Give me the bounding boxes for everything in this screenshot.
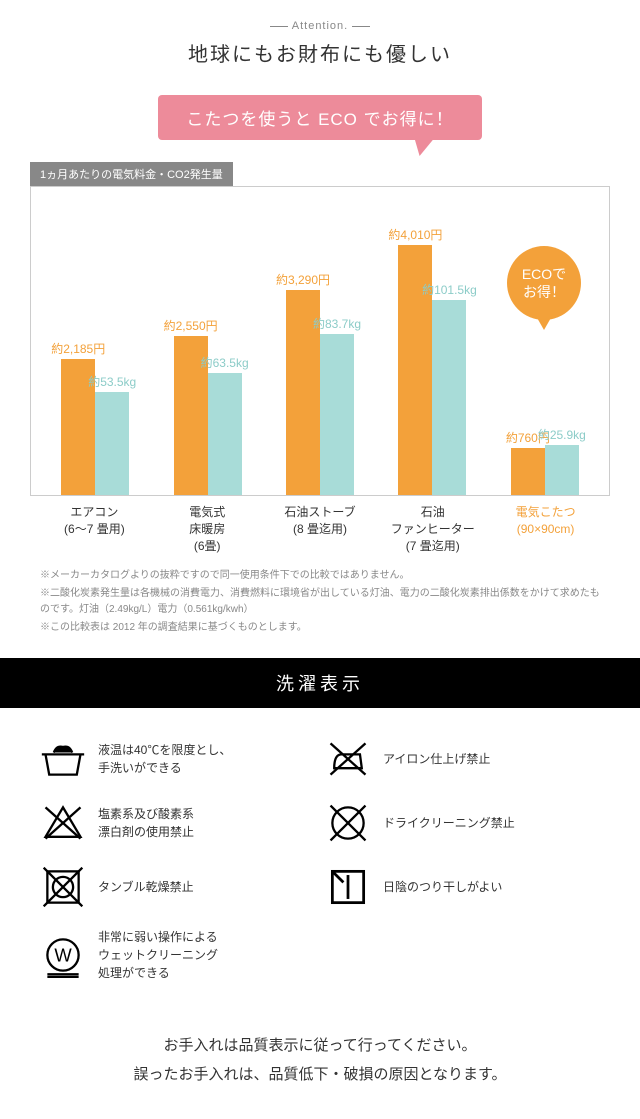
wash-item: タンブル乾燥禁止 — [40, 864, 315, 910]
category-label: 電気式床暖房(6畳) — [151, 504, 264, 554]
co2-label: 約101.5kg — [422, 281, 477, 298]
bar-group: 約760円 約25.9kg — [489, 445, 601, 495]
note-line: ※この比較表は 2012 年の調査結果に基づくものとします。 — [40, 620, 600, 636]
co2-label: 約63.5kg — [201, 354, 249, 371]
wash-text: 非常に弱い操作によるウェットクリーニング処理ができる — [98, 928, 218, 982]
wash-text: 塩素系及び酸素系漂白剤の使用禁止 — [98, 805, 194, 841]
co2-bar: 約63.5kg — [208, 373, 242, 495]
eco-badge-line1: ECOで — [522, 265, 566, 283]
wash-item: ドライクリーニング禁止 — [325, 800, 600, 846]
wetclean-icon: W — [40, 932, 86, 978]
chart-notes: ※メーカーカタログよりの抜粋ですので同一使用条件下での比較ではありません。 ※二酸… — [0, 554, 640, 658]
no-tumble-icon — [40, 864, 86, 910]
wash-item: 液温は40℃を限度とし、手洗いができる — [40, 736, 315, 782]
washing-header: 洗濯表示 — [0, 658, 640, 708]
category-label: 石油ストーブ(8 畳迄用) — [264, 504, 377, 554]
cost-co2-chart: ECOで お得！ 約2,185円 約53.5kg 約2,550円 約63.5kg… — [30, 186, 610, 496]
svg-text:W: W — [54, 945, 72, 966]
cost-label: 約3,290円 — [276, 271, 330, 288]
eco-badge-line2: お得！ — [523, 283, 565, 301]
co2-label: 約25.9kg — [538, 426, 586, 443]
category-label: 電気こたつ(90×90cm) — [489, 504, 602, 554]
no-dryclean-icon — [325, 800, 371, 846]
co2-bar: 約53.5kg — [95, 392, 129, 495]
attention-label: Attention. — [0, 20, 640, 32]
wash-text: 日陰のつり干しがよい — [383, 878, 502, 896]
wash-text: アイロン仕上げ禁止 — [383, 750, 490, 768]
note-line: ※メーカーカタログよりの抜粋ですので同一使用条件下での比較ではありません。 — [40, 568, 600, 584]
washing-grid: 液温は40℃を限度とし、手洗いができる アイロン仕上げ禁止 塩素系及び酸素系漂白… — [0, 708, 640, 1002]
eco-callout: こたつを使うと ECO でお得に！ — [158, 95, 481, 140]
wash-item: W 非常に弱い操作によるウェットクリーニング処理ができる — [40, 928, 315, 982]
wash-text: タンブル乾燥禁止 — [98, 878, 194, 896]
co2-label: 約53.5kg — [88, 373, 136, 390]
category-label: エアコン(6〜7 畳用) — [38, 504, 151, 554]
cost-label: 約2,550円 — [164, 317, 218, 334]
shade-dry-icon — [325, 864, 371, 910]
co2-bar: 約25.9kg — [545, 445, 579, 495]
tagline: 地球にもお財布にも優しい — [0, 38, 640, 67]
co2-bar: 約83.7kg — [320, 334, 354, 495]
wash-item: アイロン仕上げ禁止 — [325, 736, 600, 782]
no-bleach-icon — [40, 800, 86, 846]
bar-group: 約4,010円 約101.5kg — [376, 245, 488, 495]
wash-text: ドライクリーニング禁止 — [383, 814, 515, 832]
cost-label: 約4,010円 — [388, 226, 442, 243]
chart-label: 1ヵ月あたりの電気料金・CO2発生量 — [30, 162, 233, 186]
chart-categories: エアコン(6〜7 畳用)電気式床暖房(6畳)石油ストーブ(8 畳迄用)石油ファン… — [30, 504, 610, 554]
wash-text: 液温は40℃を限度とし、手洗いができる — [98, 741, 231, 777]
handwash-icon — [40, 736, 86, 782]
co2-bar: 約101.5kg — [432, 300, 466, 495]
footer-line2: 誤ったお手入れは、品質低下・破損の原因となります。 — [40, 1061, 600, 1090]
co2-label: 約83.7kg — [313, 315, 361, 332]
footer-line1: お手入れは品質表示に従って行ってください。 — [40, 1032, 600, 1061]
no-iron-icon — [325, 736, 371, 782]
bar-group: 約3,290円 約83.7kg — [264, 290, 376, 495]
wash-item: 日陰のつり干しがよい — [325, 864, 600, 910]
note-line: ※二酸化炭素発生量は各機械の消費電力、消費燃料に環境省が出している灯油、電力の二… — [40, 586, 600, 618]
cost-bar: 約760円 — [511, 448, 545, 495]
chart-container: 1ヵ月あたりの電気料金・CO2発生量 ECOで お得！ 約2,185円 約53.… — [0, 162, 640, 554]
category-label: 石油ファンヒーター(7 畳迄用) — [376, 504, 489, 554]
callout-wrap: こたつを使うと ECO でお得に！ — [0, 77, 640, 162]
footer-text: お手入れは品質表示に従って行ってください。 誤ったお手入れは、品質低下・破損の原… — [0, 1002, 640, 1119]
cost-label: 約2,185円 — [51, 340, 105, 357]
bar-group: 約2,550円 約63.5kg — [151, 336, 263, 495]
bar-group: 約2,185円 約53.5kg — [39, 359, 151, 495]
eco-badge: ECOで お得！ — [507, 246, 581, 320]
header: Attention. 地球にもお財布にも優しい — [0, 0, 640, 77]
wash-item: 塩素系及び酸素系漂白剤の使用禁止 — [40, 800, 315, 846]
